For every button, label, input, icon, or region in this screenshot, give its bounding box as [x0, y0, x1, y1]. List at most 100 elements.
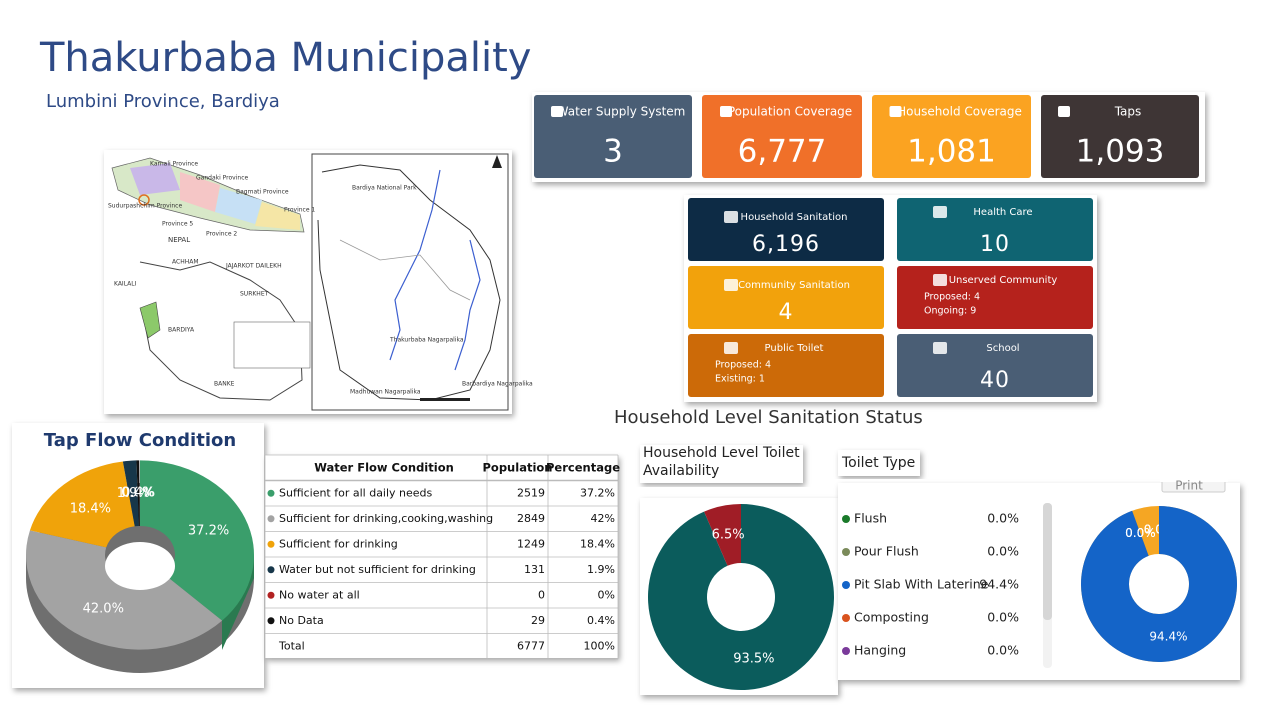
print-label[interactable]: Print [1175, 479, 1203, 493]
page-title: Thakurbaba Municipality [39, 35, 531, 81]
donut-hole-depth [105, 542, 175, 590]
legend-value: 0.0% [987, 511, 1019, 526]
province [180, 172, 220, 212]
chart-title: Toilet Type [841, 455, 915, 471]
kpi-value: 6,777 [738, 134, 827, 170]
slice-label: 1.9% [117, 486, 150, 501]
legend-dot [842, 548, 850, 556]
kpi-card [702, 95, 862, 178]
kpi-value: 3 [603, 134, 623, 170]
map-label: KAILALI [114, 281, 137, 288]
kpi-label: Water Supply System [557, 105, 686, 119]
slice-label: 0.0% [1125, 526, 1156, 540]
table-cell: 0 [538, 588, 545, 601]
button-mask [1160, 462, 1228, 482]
legend-dot [842, 581, 850, 589]
table-cell: 0% [598, 588, 615, 601]
table-cell: 131 [524, 563, 545, 576]
card-label: School [986, 343, 1019, 354]
table-cell: No water at all [279, 588, 360, 601]
card-icon [933, 206, 947, 218]
table-cell: Water but not sufficient for drinking [279, 563, 476, 576]
tap-chart: 37.2%42.0%18.4%1.9%0.0%0.4% [26, 460, 254, 673]
slice [122, 460, 139, 527]
map-label: Bardiya National Park [352, 185, 417, 192]
kpi-icon [551, 106, 563, 117]
kpi-icon [1058, 106, 1070, 117]
map-inset [311, 153, 509, 411]
row-dot [267, 617, 275, 625]
legend-value: 0.0% [987, 544, 1019, 559]
label-box [838, 450, 920, 476]
label-box [640, 445, 803, 483]
slice [704, 504, 741, 566]
kpi-value: 1,081 [907, 134, 996, 170]
kpi-value: 1,093 [1076, 134, 1165, 170]
legend-label: Hanging [854, 643, 906, 658]
map-label: BARDIYA [168, 327, 195, 334]
table-cell: 1.9% [587, 563, 615, 576]
table-cell: 42% [591, 512, 615, 525]
province [130, 163, 180, 195]
map-label: Province 1 [284, 207, 315, 214]
availability-chart: 93.5% 6.5% [647, 504, 834, 691]
bardiya [139, 301, 161, 339]
map-label: SURKHET [240, 291, 269, 298]
kpi-label: Taps [1114, 105, 1142, 119]
card-label: Household Sanitation [741, 212, 848, 223]
municipality-outline [317, 164, 501, 401]
card-line: Proposed: 4 [924, 292, 980, 303]
table-cell: Sufficient for all daily needs [279, 486, 433, 499]
flow-table: Water Flow Condition PopulationPercentage… [264, 454, 620, 660]
legend-label: Pour Flush [854, 544, 919, 559]
toilet-type-chart: Flush 0.0% Pour Flush 0.0% Pit Slab With Lat… [842, 506, 1237, 663]
scroll-thumb[interactable] [1043, 503, 1052, 620]
map-label: Province 5 [162, 221, 193, 228]
map-label: NEPAL [168, 236, 190, 244]
card-icon [724, 279, 738, 291]
slice-label: 0.0% [1125, 526, 1156, 540]
slice [136, 460, 140, 526]
table-cell: 6777 [517, 639, 545, 652]
map-legend [233, 321, 311, 369]
card-label: Health Care [973, 207, 1032, 218]
kpi-card [1041, 95, 1199, 178]
map-label: Province 2 [206, 231, 237, 238]
table-cell: Total [278, 639, 305, 652]
table-cell: 2849 [517, 512, 545, 525]
north-arrow [492, 155, 502, 168]
table-cell: Sufficient for drinking,cooking,washing [279, 512, 493, 525]
table-cell: 0.4% [587, 614, 615, 627]
card-group: Household Sanitation 6,196 Health Care 10 Co… [688, 198, 1093, 397]
card-line: Existing: 1 [715, 374, 765, 385]
card-icon [933, 274, 947, 286]
slice [140, 460, 254, 621]
legend-value: 0.0% [987, 643, 1019, 658]
page-subtitle: Lumbini Province, Bardiya [46, 91, 280, 112]
slice [1080, 506, 1237, 663]
slice-label: 42.0% [83, 601, 124, 616]
marker [138, 194, 150, 206]
legend-dot [842, 515, 850, 523]
row-dot [267, 489, 275, 497]
map-label: Gandaki Province [196, 175, 249, 182]
road [339, 239, 471, 301]
legend-label: Pit Slab With Laterine [854, 577, 989, 592]
row-dot [267, 540, 275, 548]
map-label: BANKE [214, 381, 235, 388]
map-label: Karnali Province [150, 161, 198, 168]
legend-dot [842, 647, 850, 655]
map-label: Thakurbaba Nagarpalika [389, 337, 464, 344]
column-header: Population [483, 460, 553, 474]
row-dot [267, 566, 275, 574]
card-line: Proposed: 4 [715, 360, 771, 371]
kpi-label: Household Coverage [897, 105, 1022, 119]
kpi-label: Population Coverage [728, 105, 852, 119]
kpi-card [534, 95, 692, 178]
slice [647, 504, 834, 691]
map [104, 150, 512, 414]
table-cell: 100% [584, 639, 615, 652]
table-cell: 2519 [517, 486, 545, 499]
kpi-icon [720, 106, 732, 117]
